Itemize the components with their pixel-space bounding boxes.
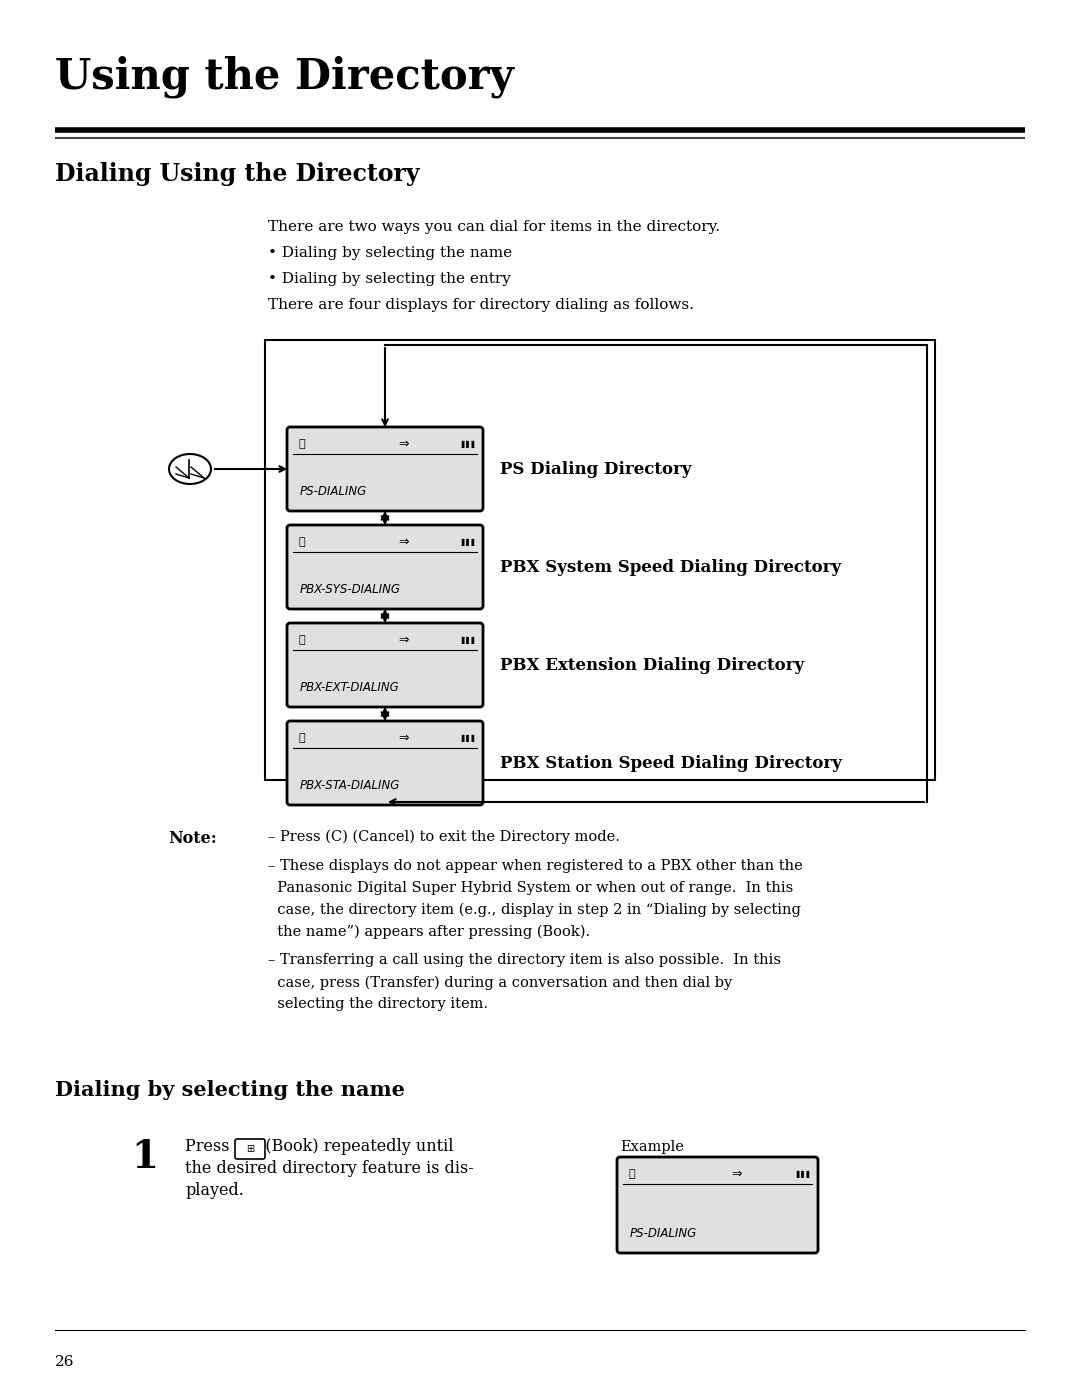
FancyBboxPatch shape — [287, 721, 483, 805]
Text: ⨆: ⨆ — [299, 439, 306, 448]
Text: Using the Directory: Using the Directory — [55, 54, 514, 98]
Text: ⇒: ⇒ — [732, 1168, 742, 1180]
Text: ▐▐▐: ▐▐▐ — [458, 735, 474, 742]
Text: Panasonic Digital Super Hybrid System or when out of range.  In this: Panasonic Digital Super Hybrid System or… — [268, 880, 793, 894]
Text: Dialing by selecting the name: Dialing by selecting the name — [55, 1080, 405, 1099]
Text: PBX-STA-DIALING: PBX-STA-DIALING — [300, 780, 401, 792]
Text: the desired directory feature is dis-: the desired directory feature is dis- — [185, 1160, 474, 1178]
Text: – Press (C) (Cancel) to exit the Directory mode.: – Press (C) (Cancel) to exit the Directo… — [268, 830, 620, 844]
Text: – Transferring a call using the directory item is also possible.  In this: – Transferring a call using the director… — [268, 953, 781, 967]
Text: 1: 1 — [132, 1139, 159, 1176]
Text: 26: 26 — [55, 1355, 75, 1369]
Text: PS-DIALING: PS-DIALING — [630, 1227, 698, 1241]
Text: Example: Example — [620, 1140, 684, 1154]
Ellipse shape — [168, 454, 211, 483]
Text: case, the directory item (e.g., display in step 2 in “Dialing by selecting: case, the directory item (e.g., display … — [268, 902, 801, 916]
FancyBboxPatch shape — [235, 1139, 265, 1160]
Text: Dialing Using the Directory: Dialing Using the Directory — [55, 162, 420, 186]
Text: played.: played. — [185, 1182, 244, 1199]
Text: ▐▐▐: ▐▐▐ — [793, 1171, 809, 1178]
Text: There are four displays for directory dialing as follows.: There are four displays for directory di… — [268, 298, 693, 312]
Text: PBX-EXT-DIALING: PBX-EXT-DIALING — [300, 680, 400, 694]
Text: the name”) appears after pressing (Book).: the name”) appears after pressing (Book)… — [268, 925, 590, 939]
Text: ⨆: ⨆ — [299, 733, 306, 743]
FancyBboxPatch shape — [617, 1157, 818, 1253]
Text: PBX Station Speed Dialing Directory: PBX Station Speed Dialing Directory — [500, 754, 842, 771]
Text: PBX Extension Dialing Directory: PBX Extension Dialing Directory — [500, 657, 805, 673]
Text: ▐▐▐: ▐▐▐ — [458, 538, 474, 546]
Text: PBX-SYS-DIALING: PBX-SYS-DIALING — [300, 583, 401, 597]
Text: ⊞: ⊞ — [246, 1144, 254, 1154]
Text: ⨆: ⨆ — [299, 536, 306, 548]
Text: PBX System Speed Dialing Directory: PBX System Speed Dialing Directory — [500, 559, 841, 576]
Text: • Dialing by selecting the name: • Dialing by selecting the name — [268, 246, 512, 260]
Text: Note:: Note: — [168, 830, 217, 847]
Text: There are two ways you can dial for items in the directory.: There are two ways you can dial for item… — [268, 219, 720, 235]
Text: ▐▐▐: ▐▐▐ — [458, 440, 474, 447]
Text: ⇒: ⇒ — [399, 437, 409, 450]
Text: ⇒: ⇒ — [399, 535, 409, 549]
Text: case, press (Transfer) during a conversation and then dial by: case, press (Transfer) during a conversa… — [268, 975, 732, 989]
Text: ⇒: ⇒ — [399, 633, 409, 647]
Text: ⨆: ⨆ — [629, 1169, 635, 1179]
Text: – These displays do not appear when registered to a PBX other than the: – These displays do not appear when regi… — [268, 859, 802, 873]
FancyBboxPatch shape — [287, 525, 483, 609]
FancyBboxPatch shape — [287, 427, 483, 511]
Text: ⇒: ⇒ — [399, 732, 409, 745]
Text: ⨆: ⨆ — [299, 636, 306, 645]
Text: ▐▐▐: ▐▐▐ — [458, 637, 474, 644]
Text: • Dialing by selecting the entry: • Dialing by selecting the entry — [268, 272, 511, 286]
Text: PS Dialing Directory: PS Dialing Directory — [500, 461, 691, 478]
Text: Press       (Book) repeatedly until: Press (Book) repeatedly until — [185, 1139, 454, 1155]
Text: PS-DIALING: PS-DIALING — [300, 485, 367, 497]
Text: selecting the directory item.: selecting the directory item. — [268, 997, 488, 1011]
FancyBboxPatch shape — [287, 623, 483, 707]
Bar — [265, 339, 935, 780]
